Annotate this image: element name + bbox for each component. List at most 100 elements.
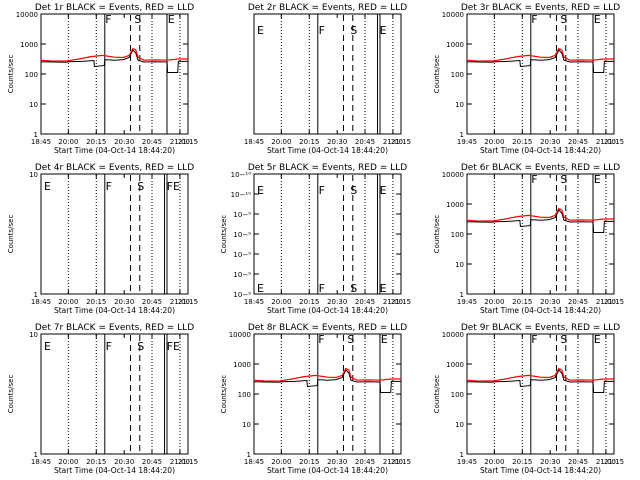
marker-label: E bbox=[257, 184, 264, 197]
plot-title: Det 6r BLACK = Events, RED = LLD bbox=[461, 163, 620, 173]
y-axis-label: Counts/sec bbox=[7, 215, 15, 254]
x-tick-label: 18:45 bbox=[31, 138, 51, 146]
plot-title: Det 5r BLACK = Events, RED = LLD bbox=[248, 163, 407, 173]
x-axis-label: Start Time (04-Oct-14 18:44:20) bbox=[480, 306, 601, 315]
y-tick-label: 1 bbox=[247, 451, 251, 459]
x-tick-label: 20:00 bbox=[271, 138, 291, 146]
x-tick-label: 19:45 bbox=[457, 298, 477, 306]
plot-title: Det 7r BLACK = Events, RED = LLD bbox=[35, 323, 194, 333]
x-tick-label: 19:45 bbox=[457, 138, 477, 146]
x-tick-label: 18:45 bbox=[31, 298, 51, 306]
x-tick-label: 20:30 bbox=[540, 298, 560, 306]
panel-det-3: Det 3r BLACK = Events, RED = LLD Counts/s… bbox=[433, 3, 624, 155]
y-tick-label: 1 bbox=[460, 291, 464, 299]
x-tick-label: 20:00 bbox=[484, 298, 504, 306]
marker-label: E bbox=[168, 13, 175, 26]
x-tick-label: 20:45 bbox=[355, 298, 375, 306]
marker-label: S bbox=[350, 282, 357, 295]
y-tick-label: 10−⁹ bbox=[233, 251, 251, 259]
y-tick-label: 1000 bbox=[446, 361, 464, 369]
plot-frame bbox=[253, 333, 402, 455]
y-tick-label: 10000 bbox=[16, 11, 38, 19]
series-events-line bbox=[253, 369, 401, 393]
x-tick-label: 20:45 bbox=[568, 138, 588, 146]
x-tick-label: 20:30 bbox=[327, 298, 347, 306]
marker-label: S bbox=[350, 24, 357, 37]
x-tick-label: 21:15 bbox=[178, 458, 198, 466]
x-tick-label: 20:15 bbox=[299, 458, 319, 466]
panel-det-5: Det 5r BLACK = Events, RED = LLD Counts/s… bbox=[220, 163, 411, 315]
marker-label: S bbox=[134, 13, 141, 26]
y-axis-label: Counts/sec bbox=[220, 375, 228, 414]
x-tick-label: 21:15 bbox=[178, 298, 198, 306]
marker-label: S bbox=[137, 180, 144, 193]
x-tick-label: 19:45 bbox=[457, 458, 477, 466]
y-tick-label: 10−⁹ bbox=[233, 231, 251, 239]
y-tick-label: 10−¹⁰ bbox=[231, 171, 252, 179]
y-axis-label: Counts/sec bbox=[220, 215, 228, 254]
x-tick-label: 20:15 bbox=[512, 458, 532, 466]
panel-det-6: Det 6r BLACK = Events, RED = LLD Counts/s… bbox=[433, 163, 624, 315]
y-tick-label: 10000 bbox=[229, 331, 251, 339]
x-tick-label: 20:00 bbox=[271, 458, 291, 466]
x-axis-label: Start Time (04-Oct-14 18:44:20) bbox=[267, 466, 388, 475]
x-tick-label: 20:30 bbox=[540, 458, 560, 466]
x-axis-label: Start Time (04-Oct-14 18:44:20) bbox=[267, 306, 388, 315]
x-tick-label: 20:15 bbox=[512, 298, 532, 306]
y-axis-label: Counts/sec bbox=[433, 215, 441, 254]
marker-label: FE bbox=[167, 340, 180, 353]
x-tick-label: 20:30 bbox=[114, 138, 134, 146]
x-tick-label: 20:30 bbox=[327, 138, 347, 146]
series-lld-line bbox=[253, 367, 401, 382]
plot-title: Det 4r BLACK = Events, RED = LLD bbox=[35, 163, 194, 173]
y-tick-label: 1 bbox=[460, 451, 464, 459]
x-tick-label: 20:15 bbox=[299, 138, 319, 146]
y-tick-label: 10−⁹ bbox=[233, 211, 251, 219]
x-tick-label: 21:15 bbox=[391, 138, 411, 146]
y-tick-label: 10 bbox=[29, 171, 38, 179]
x-tick-label: 21:00 bbox=[170, 458, 190, 466]
x-tick-label: 21:15 bbox=[178, 138, 198, 146]
marker-label: S bbox=[560, 13, 567, 26]
x-tick-label: 20:00 bbox=[484, 458, 504, 466]
y-tick-label: 1 bbox=[34, 451, 38, 459]
x-tick-label: 21:15 bbox=[391, 298, 411, 306]
x-tick-label: 20:30 bbox=[114, 458, 134, 466]
marker-label: FE bbox=[167, 180, 180, 193]
y-tick-label: 1 bbox=[34, 131, 38, 139]
series-events-line bbox=[466, 369, 614, 393]
y-tick-label: 1000 bbox=[446, 201, 464, 209]
x-axis-label: Start Time (04-Oct-14 18:44:20) bbox=[267, 146, 388, 155]
x-tick-label: 21:00 bbox=[596, 138, 616, 146]
plot-title: Det 2r BLACK = Events, RED = LLD bbox=[248, 3, 407, 13]
plot-frame bbox=[40, 13, 189, 135]
marker-label: F bbox=[531, 333, 537, 346]
marker-label: E bbox=[257, 24, 264, 37]
x-tick-label: 21:00 bbox=[383, 298, 403, 306]
panel-det-4: Det 4r BLACK = Events, RED = LLD Counts/s… bbox=[7, 163, 198, 315]
y-tick-label: 10000 bbox=[442, 331, 464, 339]
x-tick-label: 21:15 bbox=[604, 298, 624, 306]
series-lld-line bbox=[466, 47, 614, 62]
x-tick-label: 20:15 bbox=[299, 298, 319, 306]
marker-label: E bbox=[44, 180, 51, 193]
marker-label: E bbox=[380, 184, 387, 197]
marker-label: S bbox=[560, 333, 567, 346]
marker-label: F bbox=[319, 282, 325, 295]
x-tick-label: 20:30 bbox=[327, 458, 347, 466]
x-tick-label: 20:45 bbox=[568, 458, 588, 466]
y-axis-label: Counts/sec bbox=[433, 375, 441, 414]
y-tick-label: 100 bbox=[451, 71, 464, 79]
panel-det-8: Det 8r BLACK = Events, RED = LLD Counts/s… bbox=[220, 323, 411, 475]
x-tick-label: 20:45 bbox=[568, 298, 588, 306]
marker-label: F bbox=[318, 333, 324, 346]
panel-det-9: Det 9r BLACK = Events, RED = LLD Counts/s… bbox=[433, 323, 624, 475]
y-tick-label: 1 bbox=[460, 131, 464, 139]
x-axis-label: Start Time (04-Oct-14 18:44:20) bbox=[480, 466, 601, 475]
x-tick-label: 20:45 bbox=[142, 298, 162, 306]
y-tick-label: 10 bbox=[455, 261, 464, 269]
y-axis-label: Counts/sec bbox=[433, 55, 441, 94]
x-tick-label: 21:00 bbox=[383, 138, 403, 146]
panel-det-7: Det 7r BLACK = Events, RED = LLD Counts/s… bbox=[7, 323, 198, 475]
plot-title: Det 8r BLACK = Events, RED = LLD bbox=[248, 323, 407, 333]
